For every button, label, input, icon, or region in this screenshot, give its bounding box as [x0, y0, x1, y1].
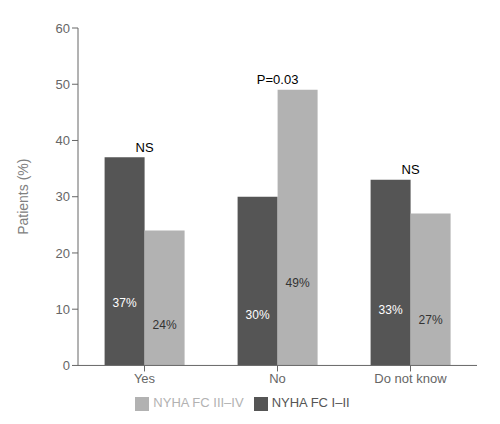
- svg-text:P=0.03: P=0.03: [257, 72, 299, 87]
- svg-text:Do not know: Do not know: [374, 371, 447, 386]
- svg-text:0: 0: [63, 358, 70, 373]
- svg-text:33%: 33%: [379, 303, 403, 317]
- svg-text:50: 50: [56, 77, 70, 92]
- html-text:NYHA FC I–II: NYHA FC I–II: [271, 395, 350, 411]
- svg-text:30: 30: [56, 189, 70, 204]
- svg-text:60: 60: [56, 21, 70, 36]
- svg-text:40: 40: [56, 133, 70, 148]
- svg-text:NS: NS: [402, 162, 420, 177]
- svg-text:30%: 30%: [246, 308, 270, 322]
- svg-text:NS: NS: [136, 140, 154, 155]
- svg-text:24%: 24%: [153, 318, 177, 332]
- html-text:NYHA FC III–IV: NYHA FC III–IV: [153, 395, 244, 411]
- svg-text:49%: 49%: [286, 276, 310, 290]
- svg-text:37%: 37%: [113, 296, 137, 310]
- svg-text:20: 20: [56, 246, 70, 261]
- svg-text:Patients (%): Patients (%): [15, 159, 31, 235]
- svg-text:No: No: [269, 371, 286, 386]
- svg-text:Yes: Yes: [134, 371, 156, 386]
- svg-text:27%: 27%: [419, 313, 443, 327]
- svg-text:10: 10: [56, 302, 70, 317]
